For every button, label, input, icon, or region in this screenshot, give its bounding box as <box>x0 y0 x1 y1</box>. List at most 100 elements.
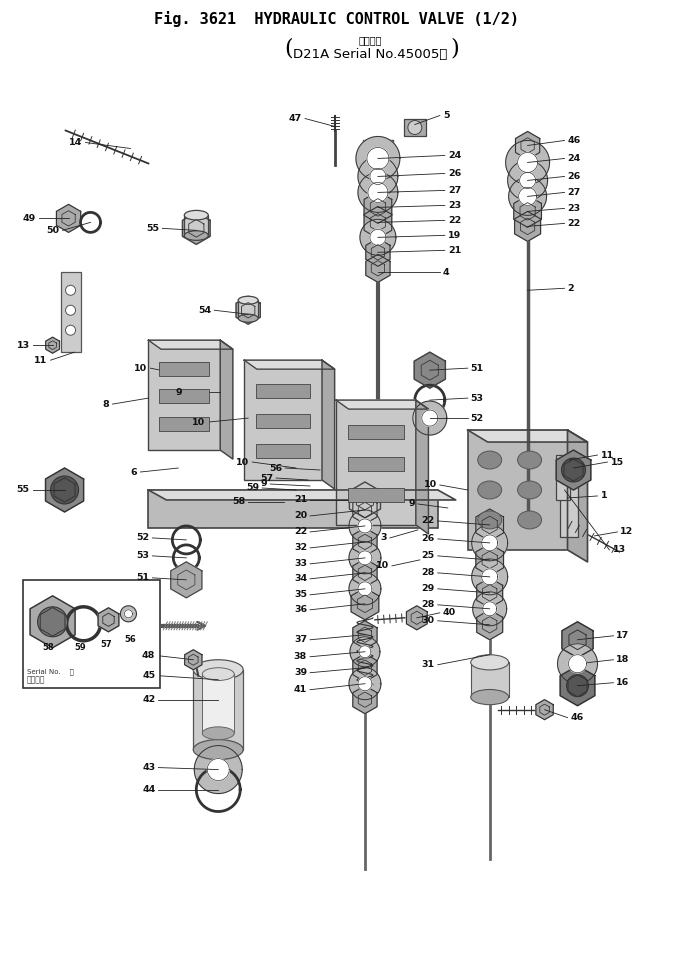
Polygon shape <box>359 646 371 657</box>
Polygon shape <box>349 668 381 700</box>
Text: 55: 55 <box>17 485 30 495</box>
Polygon shape <box>516 131 540 160</box>
Text: 22: 22 <box>448 216 461 225</box>
Bar <box>404 119 426 137</box>
Text: 57: 57 <box>260 474 273 482</box>
Bar <box>256 384 310 398</box>
Bar <box>238 300 258 319</box>
Text: 45: 45 <box>142 671 155 680</box>
Text: 52: 52 <box>470 413 484 423</box>
Circle shape <box>65 325 75 335</box>
Polygon shape <box>353 654 377 681</box>
Bar <box>468 430 567 550</box>
Text: 39: 39 <box>294 668 307 678</box>
Polygon shape <box>358 172 398 212</box>
Text: D21A Serial No.45005～: D21A Serial No.45005～ <box>293 48 447 61</box>
Bar <box>160 362 209 376</box>
Text: 24: 24 <box>567 154 581 163</box>
Text: 9: 9 <box>260 479 267 488</box>
Polygon shape <box>515 211 540 241</box>
Bar <box>193 670 243 749</box>
Text: 19: 19 <box>448 231 461 240</box>
Polygon shape <box>483 602 497 615</box>
Text: 12: 12 <box>621 527 634 537</box>
Polygon shape <box>507 161 548 200</box>
Polygon shape <box>518 152 538 172</box>
Ellipse shape <box>518 451 542 469</box>
Text: 36: 36 <box>294 606 307 614</box>
Bar <box>203 674 234 733</box>
Polygon shape <box>468 430 588 442</box>
Polygon shape <box>520 172 536 189</box>
Text: 53: 53 <box>137 551 149 561</box>
Polygon shape <box>370 168 386 185</box>
Bar <box>348 488 404 501</box>
Polygon shape <box>519 188 536 206</box>
Text: 13: 13 <box>17 341 30 349</box>
Circle shape <box>50 476 79 504</box>
Text: 13: 13 <box>612 545 626 554</box>
Text: 43: 43 <box>142 763 155 772</box>
Polygon shape <box>557 644 598 683</box>
Text: 2: 2 <box>567 284 574 293</box>
Text: 22: 22 <box>567 219 581 228</box>
Ellipse shape <box>518 481 542 499</box>
Text: 52: 52 <box>136 533 149 543</box>
Ellipse shape <box>470 689 509 704</box>
Polygon shape <box>356 137 400 181</box>
Polygon shape <box>98 608 119 632</box>
Polygon shape <box>358 519 372 533</box>
Text: 14: 14 <box>69 138 83 147</box>
Text: 16: 16 <box>616 679 630 687</box>
Polygon shape <box>57 205 81 233</box>
Text: ): ) <box>450 37 459 59</box>
Polygon shape <box>476 578 503 608</box>
Text: 23: 23 <box>448 201 461 210</box>
Polygon shape <box>244 360 334 369</box>
Polygon shape <box>125 610 133 618</box>
Text: 8: 8 <box>103 400 110 409</box>
Circle shape <box>561 458 586 482</box>
Polygon shape <box>336 400 429 409</box>
Text: 9: 9 <box>409 500 415 508</box>
Bar <box>555 455 569 500</box>
Ellipse shape <box>478 511 501 529</box>
Bar <box>61 273 81 352</box>
Text: 47: 47 <box>289 114 302 123</box>
Polygon shape <box>182 212 210 244</box>
Polygon shape <box>351 588 379 620</box>
Text: 10: 10 <box>376 562 389 570</box>
Text: 44: 44 <box>142 785 155 794</box>
Text: 51: 51 <box>470 364 484 372</box>
Polygon shape <box>358 677 372 691</box>
Polygon shape <box>46 337 59 353</box>
Polygon shape <box>353 621 377 649</box>
Polygon shape <box>476 509 503 541</box>
Polygon shape <box>513 195 542 228</box>
Text: 11: 11 <box>34 356 48 365</box>
Text: 56: 56 <box>125 635 137 644</box>
Text: 46: 46 <box>571 713 583 723</box>
Polygon shape <box>358 551 372 565</box>
Polygon shape <box>536 700 553 720</box>
Text: 59: 59 <box>246 483 259 493</box>
Text: 29: 29 <box>421 585 435 593</box>
Text: 20: 20 <box>294 511 307 521</box>
Bar <box>148 490 438 528</box>
Polygon shape <box>505 141 550 185</box>
Polygon shape <box>184 650 202 670</box>
Bar <box>244 360 322 480</box>
Polygon shape <box>120 606 137 622</box>
Text: 27: 27 <box>448 186 461 195</box>
Text: 33: 33 <box>294 560 307 568</box>
Text: 10: 10 <box>135 364 147 372</box>
Ellipse shape <box>203 668 234 680</box>
Polygon shape <box>349 573 381 605</box>
Circle shape <box>65 305 75 315</box>
Text: 適用号機: 適用号機 <box>358 35 382 46</box>
Text: 適用号機: 適用号機 <box>27 676 45 684</box>
Polygon shape <box>349 482 380 518</box>
Polygon shape <box>366 238 390 266</box>
Polygon shape <box>416 400 429 534</box>
Polygon shape <box>567 430 588 562</box>
